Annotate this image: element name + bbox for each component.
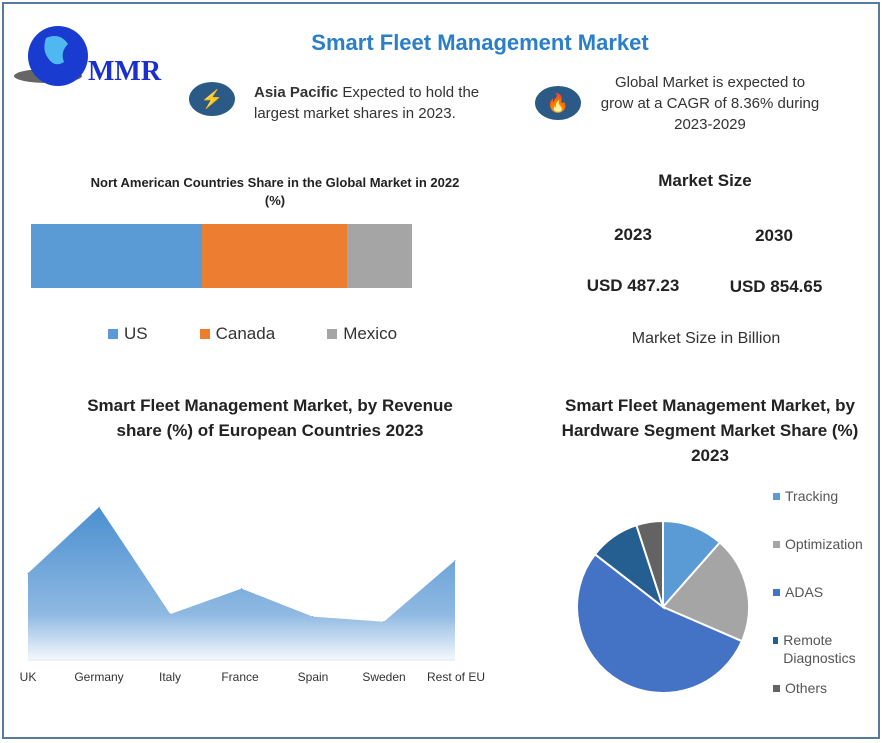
- legend-swatch: [108, 329, 118, 339]
- area-point-sweden: [383, 621, 385, 623]
- legend-label: Optimization: [785, 536, 863, 552]
- page-title: Smart Fleet Management Market: [311, 30, 649, 55]
- flame-icon: 🔥: [535, 86, 581, 120]
- year-2023: 2023: [614, 225, 652, 244]
- pie-legend: Tracking Optimization ADAS Remote Diagnosti…: [773, 487, 878, 727]
- stacked-bar: [31, 224, 412, 288]
- area-point-uk: [27, 572, 29, 574]
- x-tick-label: France: [221, 670, 259, 684]
- legend-swatch: [773, 685, 780, 692]
- pie-legend-item: Tracking: [773, 487, 878, 535]
- bar-legend: US Canada Mexico: [108, 324, 397, 344]
- legend-item: Canada: [199, 324, 276, 344]
- pie-slice-tracking: [662, 519, 722, 610]
- legend-swatch: [773, 541, 780, 548]
- pie-slice-optimization: [661, 541, 750, 643]
- highlight-bold: Asia Pacific: [254, 84, 339, 101]
- x-tick-label: Spain: [297, 670, 329, 684]
- area-chart: [27, 506, 456, 661]
- x-tick-label: UK: [19, 670, 37, 684]
- globe-icon: [14, 26, 88, 86]
- area-series: [28, 507, 455, 660]
- logo-text: MMR: [88, 56, 162, 87]
- legend-label: Mexico: [343, 324, 398, 343]
- mmr-logo: MMR: [12, 24, 177, 94]
- legend-item: Mexico: [327, 324, 397, 344]
- pie-chart-title: Smart Fleet Management Market, by Hardwa…: [561, 396, 859, 465]
- bar-chart-title: Nort American Countries Share in the Glo…: [90, 175, 460, 208]
- legend-label: Others: [785, 680, 828, 696]
- pie-chart: [576, 519, 750, 694]
- pie-legend-item: Remote Diagnostics: [773, 631, 878, 679]
- x-tick-label: Italy: [158, 670, 182, 684]
- pie-legend-item: Optimization: [773, 535, 878, 583]
- area-point-spain: [312, 616, 314, 618]
- legend-item: US: [108, 324, 148, 344]
- highlight-asia-pacific: Asia Pacific Expected to hold the larges…: [254, 82, 494, 124]
- legend-label: Canada: [215, 324, 276, 343]
- highlight-text: Expected to hold the largest market shar…: [254, 84, 480, 122]
- year-2030: 2030: [755, 226, 793, 245]
- highlight-cagr: Global Market is expected to grow at a C…: [600, 74, 820, 133]
- area-chart-title: Smart Fleet Management Market, by Revenu…: [87, 396, 453, 440]
- value-2023: USD 487.23: [586, 276, 680, 295]
- bar-segment-mexico: [347, 224, 412, 288]
- pie-slice-adas: [576, 552, 744, 694]
- legend-label: ADAS: [785, 584, 824, 600]
- legend-label: Remote Diagnostics: [783, 632, 856, 666]
- area-point-italy: [169, 613, 171, 615]
- legend-swatch: [773, 493, 780, 500]
- area-point-france: [241, 588, 242, 590]
- area-point-rest-of-eu: [454, 560, 456, 562]
- legend-swatch: [773, 589, 780, 596]
- legend-swatch: [327, 329, 338, 339]
- lightning-icon: ⚡: [189, 82, 235, 116]
- pie-legend-item: ADAS: [773, 583, 878, 631]
- legend-swatch: [773, 637, 779, 644]
- legend-swatch: [199, 329, 210, 339]
- pie-slice-others: [635, 519, 664, 608]
- market-size-unit: Market Size in Billion: [631, 330, 781, 347]
- pie-legend-item: Others: [773, 679, 878, 727]
- area-point-germany: [98, 506, 100, 508]
- value-2030: USD 854.65: [729, 277, 823, 296]
- legend-label: US: [124, 324, 148, 343]
- x-tick-label: Sweden: [362, 670, 406, 684]
- legend-label: Tracking: [785, 488, 839, 504]
- bar-segment-us: [31, 224, 203, 288]
- x-tick-label: Rest of EU: [426, 670, 486, 684]
- x-tick-label: Germany: [74, 670, 124, 684]
- market-size-title: Market Size: [658, 171, 752, 190]
- bar-segment-canada: [202, 224, 348, 288]
